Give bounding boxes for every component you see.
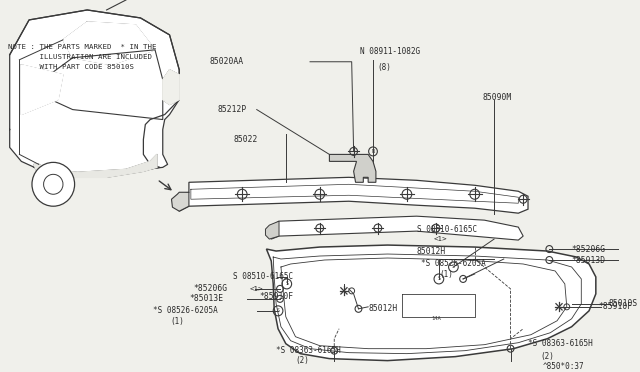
- Text: WITH PART CODE 85010S: WITH PART CODE 85010S: [8, 64, 134, 70]
- Text: (2): (2): [296, 356, 309, 365]
- Polygon shape: [63, 22, 155, 65]
- Text: S 08510-6165C: S 08510-6165C: [417, 225, 477, 234]
- Text: ILLUSTRATION ARE INCLUDED: ILLUSTRATION ARE INCLUDED: [8, 54, 152, 60]
- Text: (1): (1): [170, 317, 184, 326]
- Polygon shape: [269, 216, 523, 240]
- Text: (1): (1): [439, 270, 452, 279]
- Text: 85022: 85022: [234, 135, 258, 144]
- Text: <1>: <1>: [250, 286, 264, 292]
- Polygon shape: [172, 192, 189, 211]
- Polygon shape: [330, 154, 376, 182]
- Text: *85910F: *85910F: [260, 292, 294, 301]
- Text: 85012H: 85012H: [368, 304, 397, 313]
- Text: S: S: [276, 308, 280, 313]
- Polygon shape: [266, 221, 279, 239]
- Text: S 08510-6165C: S 08510-6165C: [232, 272, 292, 282]
- Polygon shape: [21, 65, 63, 115]
- Text: S: S: [285, 281, 288, 286]
- Text: *85910F: *85910F: [599, 302, 633, 311]
- Text: NOTE : THE PARTS MARKED  * IN THE: NOTE : THE PARTS MARKED * IN THE: [8, 44, 156, 50]
- Text: ^850*0:37: ^850*0:37: [543, 362, 584, 371]
- Text: *85206G: *85206G: [194, 284, 228, 294]
- Text: <1>: <1>: [434, 236, 447, 242]
- Circle shape: [32, 162, 75, 206]
- Text: N 08911-1082G: N 08911-1082G: [360, 47, 420, 56]
- Text: *S 08363-6165H: *S 08363-6165H: [276, 346, 341, 355]
- Text: (8): (8): [378, 63, 392, 72]
- Text: *85206G: *85206G: [572, 244, 605, 254]
- Text: S: S: [438, 276, 440, 282]
- Text: 85212P: 85212P: [218, 105, 247, 114]
- Text: *S 08526-6205A: *S 08526-6205A: [422, 260, 486, 269]
- Text: S: S: [452, 264, 455, 269]
- Polygon shape: [34, 154, 157, 177]
- Text: (2): (2): [541, 352, 554, 361]
- Polygon shape: [163, 70, 179, 105]
- Text: 85020AA: 85020AA: [209, 57, 243, 66]
- Text: *85013D: *85013D: [572, 256, 605, 264]
- Polygon shape: [10, 10, 179, 174]
- Text: *85013E: *85013E: [190, 294, 224, 303]
- Text: N: N: [372, 149, 374, 154]
- Text: *S 08526-6205A: *S 08526-6205A: [153, 306, 218, 315]
- Text: 85010S: 85010S: [609, 299, 637, 308]
- Polygon shape: [266, 245, 596, 360]
- Text: 85012H: 85012H: [417, 247, 446, 256]
- Text: *S 08363-6165H: *S 08363-6165H: [528, 339, 593, 348]
- Polygon shape: [177, 177, 528, 213]
- Text: 14A: 14A: [431, 316, 441, 321]
- Text: 85090M: 85090M: [483, 93, 512, 102]
